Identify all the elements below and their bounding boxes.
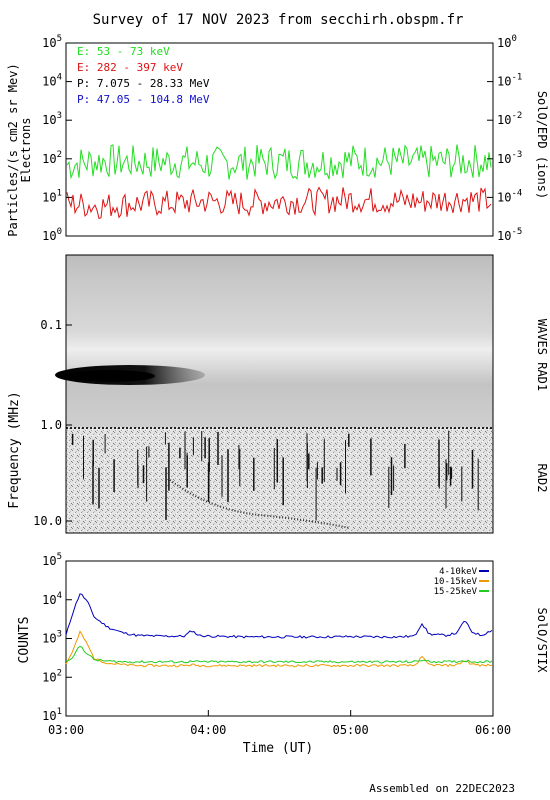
stix-frame: [65, 560, 494, 717]
stix-legend-entry: 10-15keV: [434, 577, 478, 587]
particles-legend: E: 53 - 73 keV E: 282 - 397 keV P: 7.075 -…: [77, 45, 210, 106]
radio-panel: 0.1 1.0 10.0 Frequency (MHz) WAVES RAD1 RA…: [7, 254, 549, 534]
stix-series: [65, 593, 493, 668]
stix-x-ticks: 03:00 04:00 05:00 06:00: [48, 710, 511, 737]
particles-right-tick-label: 10-2: [497, 111, 522, 127]
radio-frame: [65, 254, 494, 534]
figure-title: Survey of 17 NOV 2023 from secchirh.obsp…: [93, 12, 464, 28]
particles-legend-entry: P: 7.075 - 28.33 MeV: [77, 77, 210, 90]
low-frequency-burst-core: [65, 370, 155, 382]
particles-right-tick-label: 100: [497, 34, 517, 50]
particles-series-line: [66, 186, 492, 220]
particles-legend-entry: E: 53 - 73 keV: [77, 45, 170, 58]
assembled-footer: Assembled on 22DEC2023: [369, 782, 515, 795]
stix-legend-entry: 4-10keV: [439, 567, 478, 577]
stix-series-line: [65, 630, 493, 668]
particles-y-tick-label: 105: [42, 34, 62, 50]
particles-right-tick-label-text: 10-5: [497, 227, 522, 243]
time-axis-label: Time (UT): [243, 741, 313, 756]
stix-y-tick-label-text: 105: [42, 552, 62, 568]
particles-y-tick-label-text: 100: [42, 227, 62, 243]
stix-series-line: [65, 645, 493, 664]
particles-y-label: Particles/(s cm2 sr Mev): [6, 63, 20, 236]
particles-right-tick-label-text: 10-2: [497, 111, 522, 127]
stix-series-line: [65, 593, 493, 639]
particles-frame: [65, 42, 494, 237]
particles-right-tick-label: 10-3: [497, 150, 522, 166]
particles-y-label-2: Electrons: [19, 117, 33, 182]
stix-y-tick-label-text: 102: [42, 668, 62, 684]
rad1-spectrogram: [66, 255, 493, 427]
stix-y-label: COUNTS: [17, 617, 32, 664]
particles-right-label: SolO/EPD (ions): [535, 91, 549, 199]
stix-y-tick-label-text: 101: [42, 707, 62, 723]
particles-right-ticks: 10-5 10-4 10-3 10-2 10-1 100: [487, 34, 522, 243]
particles-right-tick-label: 10-5: [497, 227, 522, 243]
stix-x-tick-label: 03:00: [48, 723, 84, 737]
radio-y-tick-label: 10.0: [33, 514, 62, 528]
stix-right-label: SolO/STIX: [535, 607, 549, 673]
particles-series-line: [66, 144, 492, 180]
particles-legend-entry: P: 47.05 - 104.8 MeV: [77, 93, 210, 106]
rad2-spectrogram: [66, 427, 493, 533]
particles-y-tick-label-text: 103: [42, 111, 62, 127]
particles-y-tick-label-text: 102: [42, 150, 62, 166]
particles-right-tick-label: 10-1: [497, 73, 522, 89]
stix-y-tick-label: 103: [42, 630, 62, 646]
stix-y-ticks: 101 102 103 104 105: [42, 552, 72, 723]
radio-y-tick-label: 0.1: [40, 318, 62, 332]
particles-right-tick-label-text: 10-4: [497, 188, 522, 204]
particles-y-tick-label-text: 105: [42, 34, 62, 50]
radio-y-label: Frequency (MHz): [7, 391, 22, 508]
radio-y-tick-label: 1.0: [40, 418, 62, 432]
particles-right-tick-label-text: 10-1: [497, 73, 522, 89]
rad2-label: RAD2: [535, 464, 549, 493]
rad2-streaks: [71, 430, 479, 521]
particles-y-ticks: 100 101 102 103 104 105: [42, 34, 72, 243]
particles-right-tick-label: 10-4: [497, 188, 522, 204]
stix-y-tick-label: 105: [42, 552, 62, 568]
stix-y-tick-label: 102: [42, 668, 62, 684]
particles-legend-entry: E: 282 - 397 keV: [77, 61, 183, 74]
stix-panel: 101 102 103 104 105 03:00 04:00 05:00 06:00 4-1…: [17, 552, 549, 756]
particles-y-tick-label-text: 104: [42, 73, 62, 89]
particles-y-tick-label: 100: [42, 227, 62, 243]
stix-y-tick-label-text: 104: [42, 591, 62, 607]
particles-y-tick-label: 101: [42, 188, 62, 204]
particles-right-tick-label-text: 100: [497, 34, 517, 50]
stix-x-tick-label: 06:00: [475, 723, 511, 737]
particles-y-tick-label: 104: [42, 73, 62, 89]
particles-y-tick-label: 102: [42, 150, 62, 166]
particles-y-tick-label: 103: [42, 111, 62, 127]
stix-y-tick-label: 104: [42, 591, 62, 607]
stix-y-tick-label: 101: [42, 707, 62, 723]
stix-x-tick-label: 04:00: [190, 723, 226, 737]
stix-x-tick-label: 05:00: [333, 723, 369, 737]
stix-legend-entry: 15-25keV: [434, 587, 478, 597]
radio-y-ticks: 0.1 1.0 10.0: [33, 318, 72, 528]
particles-y-tick-label-text: 101: [42, 188, 62, 204]
particles-series: [66, 144, 492, 220]
rad1-label: WAVES RAD1: [535, 319, 549, 391]
stix-y-tick-label-text: 103: [42, 630, 62, 646]
particles-right-tick-label-text: 10-3: [497, 150, 522, 166]
